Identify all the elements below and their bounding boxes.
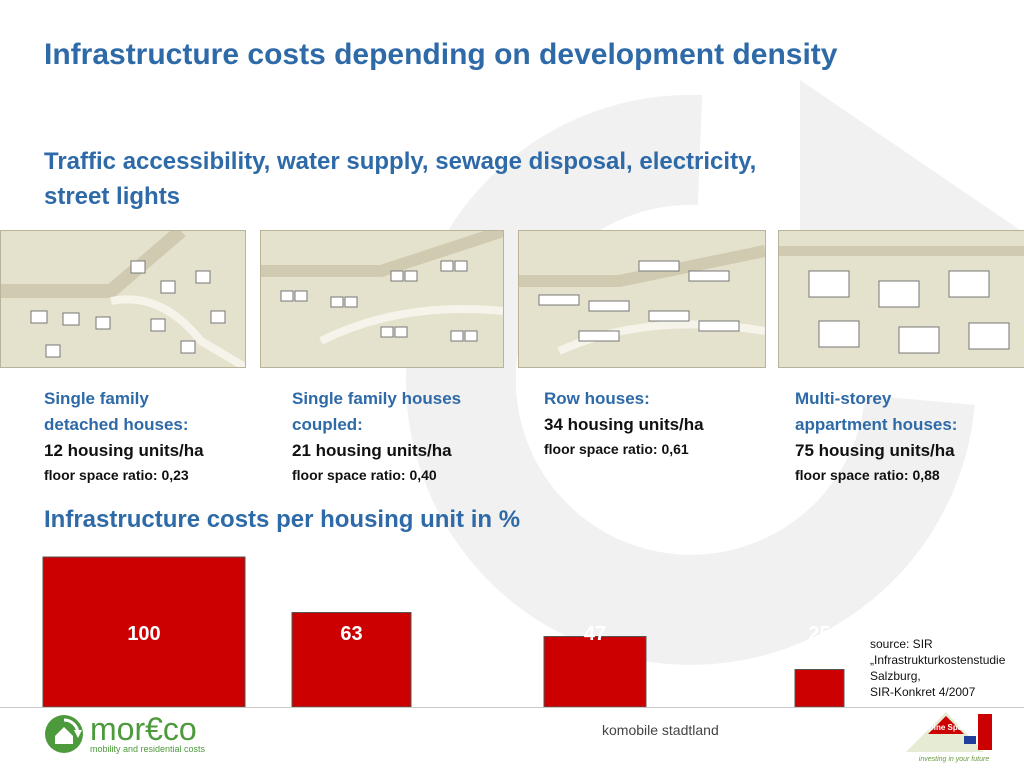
partner-tagline: investing in your future (918, 756, 990, 763)
morreco-logo: mor€co mobility and residential costs (44, 711, 206, 754)
site-plan-coupled-image (260, 230, 504, 368)
housing-units-value: 21 housing units/ha (292, 441, 452, 460)
housing-type-label: Single family houses coupled: (292, 389, 462, 434)
column-row-houses: Row houses: 34 housing units/ha floor sp… (544, 386, 764, 460)
site-plan-multi-storey-image (778, 230, 1024, 368)
floor-space-ratio: floor space ratio: 0,23 (44, 467, 189, 483)
bar-value-label-3: 25 (808, 623, 830, 645)
bar-2 (543, 636, 647, 708)
alpine-space-logo: Alpine Space (906, 712, 992, 752)
chart-title: Infrastructure costs per housing unit in… (44, 506, 521, 533)
housing-units-value: 75 housing units/ha (795, 441, 955, 460)
housing-type-label: Row houses: (544, 389, 650, 408)
bar-value-label-2: 47 (584, 623, 606, 645)
bar-value-label-1: 63 (340, 623, 362, 645)
floor-space-ratio: floor space ratio: 0,40 (292, 467, 437, 483)
column-coupled: Single family houses coupled: 21 housing… (292, 386, 512, 486)
bar-3 (794, 669, 845, 708)
page-title: Infrastructure costs depending on develo… (44, 38, 838, 71)
alpine-space-label: Alpine Space (921, 723, 972, 732)
bar-value-label-0: 100 (127, 623, 160, 645)
column-detached: Single family detached houses: 12 housin… (44, 386, 264, 486)
logo-brand: mor€co (90, 711, 197, 747)
bar-0 (42, 556, 246, 708)
footer-divider (0, 707, 1024, 708)
source-note: source: SIR „Infrastrukturkostenstudie S… (870, 637, 1006, 699)
column-multi-storey: Multi-storey appartment houses: 75 housi… (795, 386, 1015, 486)
housing-units-value: 12 housing units/ha (44, 441, 204, 460)
footer-center-text: komobile stadtland (602, 722, 719, 738)
housing-type-label: Multi-storey appartment houses: (795, 389, 958, 434)
site-plan-row-houses-image (518, 230, 766, 368)
floor-space-ratio: floor space ratio: 0,88 (795, 467, 940, 483)
logo-subtitle: mobility and residential costs (90, 744, 206, 754)
cost-bar-chart: 100 63 47 25 (42, 556, 845, 708)
floor-space-ratio: floor space ratio: 0,61 (544, 441, 689, 457)
bar-1 (291, 612, 412, 708)
housing-type-label: Single family detached houses: (44, 389, 189, 434)
site-plan-detached-image (0, 230, 246, 368)
recycle-house-icon (45, 715, 83, 753)
housing-units-value: 34 housing units/ha (544, 415, 704, 434)
page-subtitle: Traffic accessibility, water supply, sew… (44, 148, 757, 210)
